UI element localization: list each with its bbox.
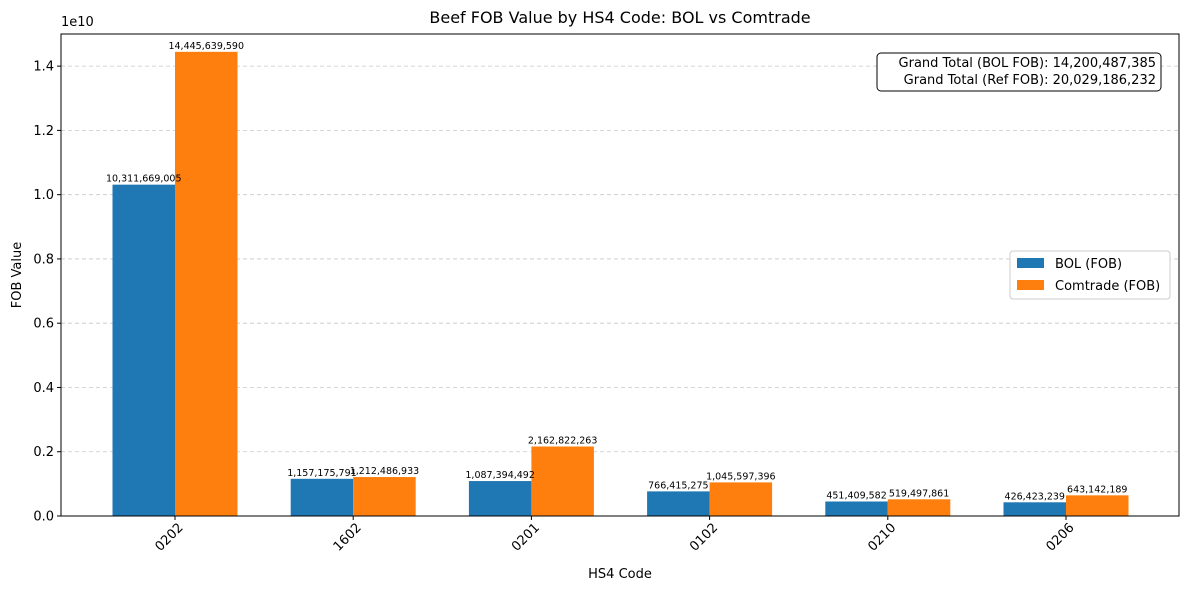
y-tick-label: 0.6 (33, 317, 54, 332)
bar-value-label: 519,497,861 (889, 488, 949, 499)
y-tick-label: 1.2 (33, 124, 54, 139)
bar-comtrade (887, 499, 951, 516)
bar-bol (825, 501, 888, 516)
bar-value-label: 2,162,822,263 (528, 436, 598, 447)
bar-bol (468, 481, 532, 516)
bar-comtrade (353, 477, 416, 516)
y-axis-label: FOB Value (10, 242, 25, 308)
plot-frame (60, 33, 1180, 517)
bar-comtrade (175, 51, 238, 516)
bar-bol (647, 491, 710, 516)
y-tick-label: 0.2 (33, 445, 54, 460)
bar-comtrade (1066, 495, 1129, 516)
grand-total-annotation: Grand Total (BOL FOB): 14,200,487,385 Gr… (876, 52, 1162, 92)
bar-value-label: 10,311,669,005 (106, 174, 182, 185)
y-tick-label: 1.0 (33, 188, 54, 203)
annotation-box (876, 52, 1162, 92)
bars (112, 51, 1129, 516)
legend-swatch-bol (1017, 258, 1044, 268)
bar-bol (112, 184, 175, 516)
bar-comtrade (531, 446, 594, 516)
bar-value-label: 1,157,175,791 (287, 468, 357, 479)
bar-value-label: 766,415,275 (648, 480, 708, 491)
bar-value-label: 426,423,239 (1005, 491, 1065, 502)
bar-bol (290, 478, 354, 516)
y-axis: 0.0 0.2 0.4 0.6 0.8 1.0 1.2 1.4 (33, 60, 61, 525)
bar-value-label: 14,445,639,590 (168, 41, 244, 52)
y-tick-label: 0.4 (33, 381, 54, 396)
bar-value-label: 451,409,582 (826, 490, 886, 501)
legend-label-comtrade: Comtrade (FOB) (1055, 279, 1160, 294)
y-scale-label: 1e10 (61, 15, 94, 30)
bar-value-label: 1,087,394,492 (465, 470, 535, 481)
annotation-line-bol: Grand Total (BOL FOB): 14,200,487,385 (899, 56, 1156, 71)
bar-value-label: 643,142,189 (1067, 484, 1127, 495)
bar-bol (1003, 502, 1066, 516)
legend-swatch-comtrade (1017, 280, 1044, 290)
legend-box (1009, 250, 1171, 300)
y-tick-label: 1.4 (33, 60, 54, 75)
legend-label-bol: BOL (FOB) (1055, 257, 1122, 272)
x-axis-label: HS4 Code (588, 567, 652, 582)
bar-comtrade (709, 482, 773, 516)
bar-value-label: 1,212,486,933 (350, 466, 420, 477)
annotation-line-ref: Grand Total (Ref FOB): 20,029,186,232 (904, 73, 1156, 88)
y-tick-label: 0.0 (33, 510, 54, 525)
bar-value-label: 1,045,597,396 (706, 471, 776, 482)
bar-labels: 10,311,669,005 14,445,639,590 1,157,175,79… (106, 41, 1127, 502)
y-tick-label: 0.8 (33, 252, 54, 267)
chart-title: Beef FOB Value by HS4 Code: BOL vs Comtr… (429, 8, 810, 27)
legend: BOL (FOB) Comtrade (FOB) (1009, 250, 1171, 300)
